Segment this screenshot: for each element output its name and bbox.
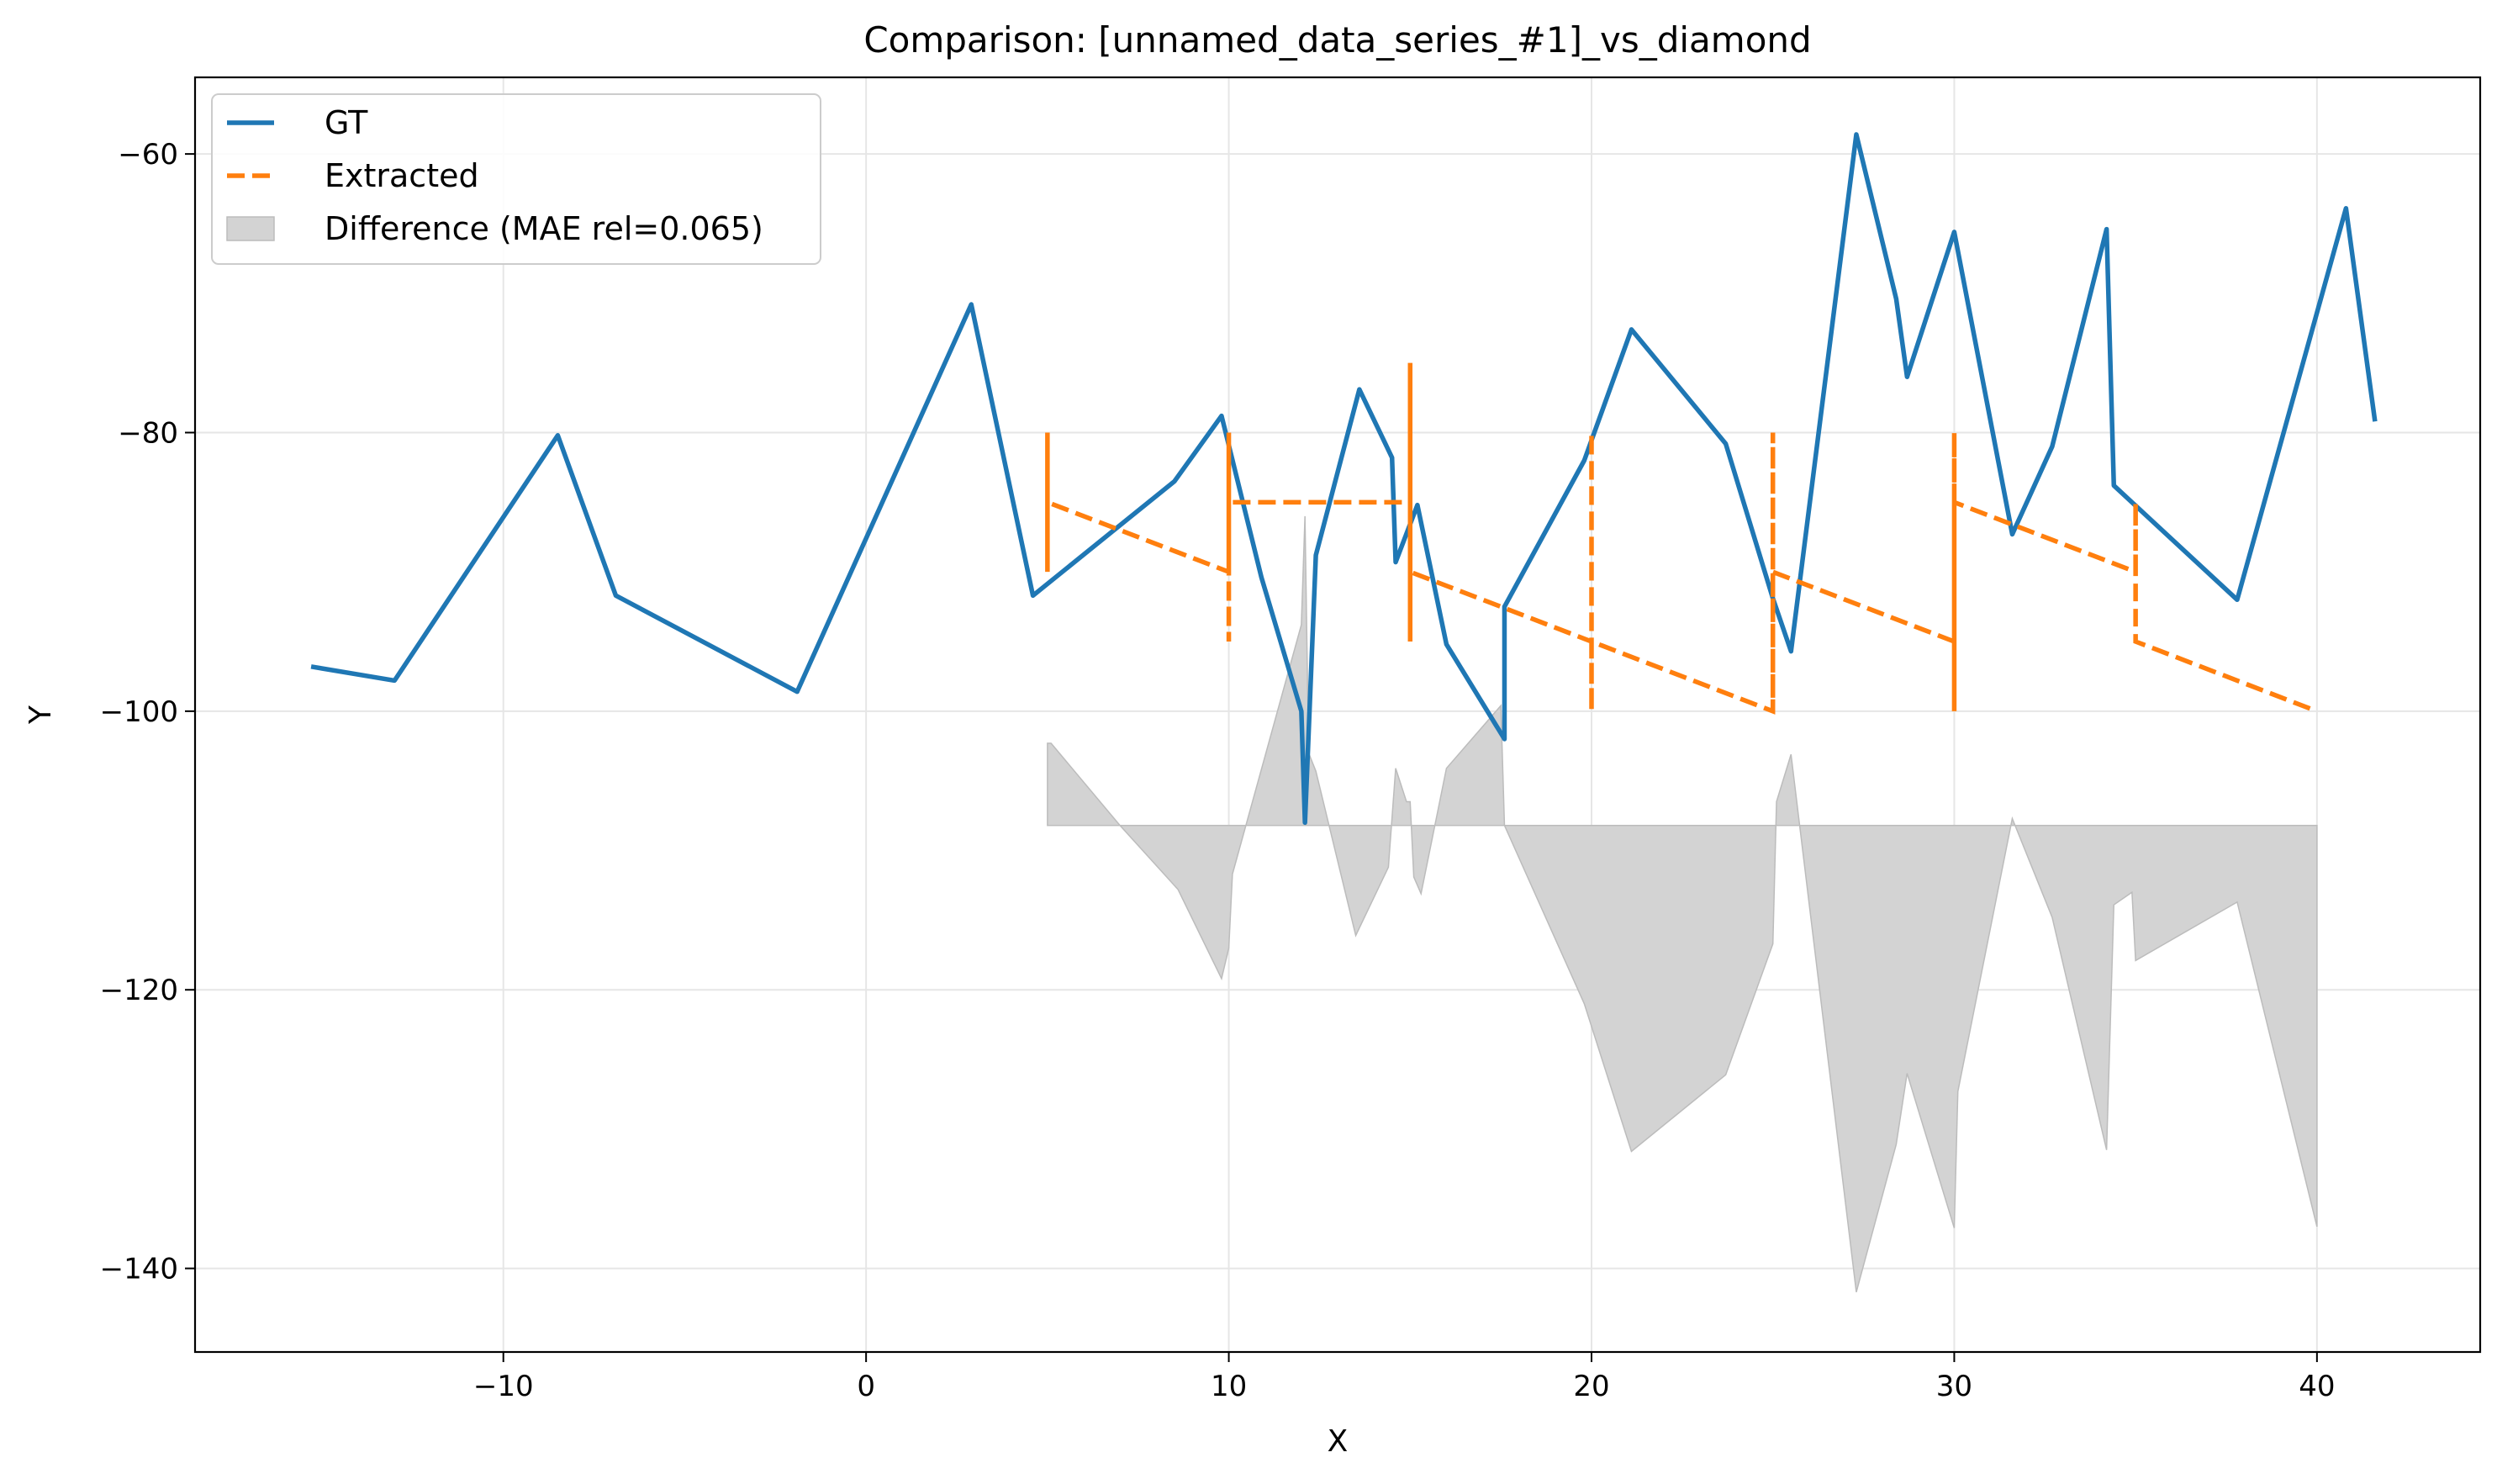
y-tick-label: −100	[100, 695, 178, 729]
x-tick-label: 30	[1936, 1370, 1972, 1403]
y-tick-label: −120	[100, 974, 178, 1007]
y-tick-label: −80	[118, 416, 178, 450]
legend-label: Difference (MAE rel=0.065)	[325, 210, 763, 247]
legend-label: Extracted	[325, 157, 479, 194]
plot-frame	[193, 76, 2482, 1354]
y-axis-label: Y	[24, 705, 58, 725]
series-lines	[310, 132, 2378, 826]
gt-line	[310, 132, 2378, 826]
chart-title: Comparison: [unnamed_data_series_#1]_vs_…	[863, 19, 1811, 61]
y-tick-label: −140	[100, 1253, 178, 1286]
difference-area	[1047, 515, 2318, 1292]
x-tick-label: 20	[1573, 1370, 1609, 1403]
x-tick-label: 10	[1211, 1370, 1247, 1403]
legend-frame	[211, 93, 821, 265]
y-tick-label: −60	[118, 138, 178, 172]
legend-label: GT	[325, 104, 368, 141]
extracted-line	[1045, 362, 2318, 715]
axis-ticks: −10 0 10 20 30 40−60−80−100−120−140	[100, 138, 2336, 1403]
difference-fill	[1047, 515, 2318, 1292]
x-tick-label: 0	[857, 1370, 875, 1403]
legend-swatch-difference	[226, 216, 275, 241]
legend: GT Extracted Difference (MAE rel=0.065)	[211, 93, 821, 265]
x-tick-label: 40	[2299, 1370, 2335, 1403]
x-tick-label: −10	[473, 1370, 534, 1403]
x-axis-label: X	[1328, 1424, 1349, 1459]
